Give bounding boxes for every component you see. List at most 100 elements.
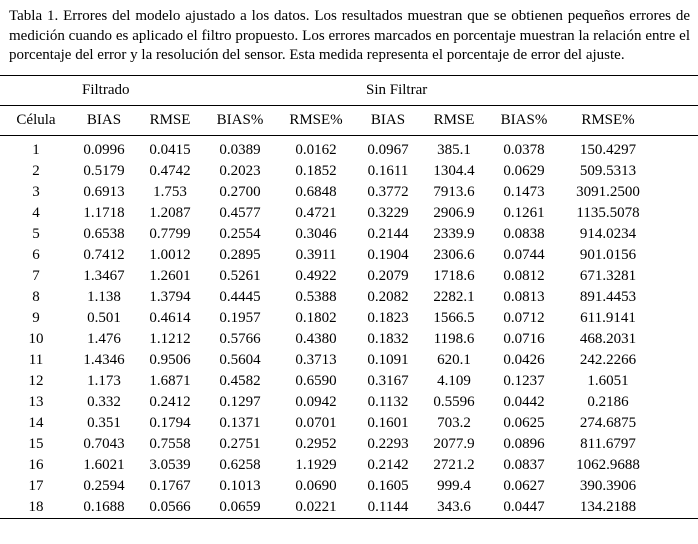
table-cell: 0.4614 xyxy=(149,309,191,326)
spacer-cell xyxy=(656,455,698,476)
table-cell: 0.7799 xyxy=(149,225,191,242)
table-cell: 0.3911 xyxy=(295,246,337,263)
table-cell: 1.2601 xyxy=(149,267,191,284)
table-cell: 0.2142 xyxy=(367,456,409,473)
table-cell: 1718.6 xyxy=(433,267,475,284)
table-row: 9 0.501 0.4614 0.1957 0.1802 0.1823 1566.5 0.07… xyxy=(0,308,698,329)
cell-celula: 2 xyxy=(32,162,40,179)
table-cell: 620.1 xyxy=(437,351,471,368)
col-header-rmsepct-filtrado: RMSE% xyxy=(276,105,356,136)
table-row: 13 0.332 0.2412 0.1297 0.0942 0.1132 0.5596 0.0… xyxy=(0,392,698,413)
table-cell: 2077.9 xyxy=(433,435,475,452)
table-cell: 1.6021 xyxy=(83,456,125,473)
table-cell: 3.0539 xyxy=(149,456,191,473)
table-cell: 0.7558 xyxy=(149,435,191,452)
table-cell: 0.0716 xyxy=(503,330,545,347)
table-cell: 0.2186 xyxy=(587,393,629,410)
spacer-cell xyxy=(656,245,698,266)
table-row: 3 0.6913 1.753 0.2700 0.6848 0.3772 7913.6 0.14… xyxy=(0,182,698,203)
errors-table: Filtrado Sin Filtrar Célula BIAS RMSE BI… xyxy=(0,74,698,519)
table-cell: 0.3046 xyxy=(295,225,337,242)
table-cell: 0.4922 xyxy=(295,267,337,284)
table-cell: 4.109 xyxy=(437,372,471,389)
table-cell: 274.6875 xyxy=(579,414,637,431)
cell-celula: 6 xyxy=(32,246,40,263)
spacer-cell xyxy=(656,308,698,329)
cell-celula: 16 xyxy=(28,456,44,473)
table-row: 7 1.3467 1.2601 0.5261 0.4922 0.2079 1718.6 0.0… xyxy=(0,266,698,287)
table-cell: 0.1767 xyxy=(149,477,191,494)
table-cell: 0.1611 xyxy=(367,162,409,179)
table-cell: 0.3167 xyxy=(367,372,409,389)
spacer-cell xyxy=(656,203,698,224)
table-cell: 0.2895 xyxy=(219,246,261,263)
table-cell: 0.1261 xyxy=(503,204,545,221)
spacer-cell xyxy=(656,371,698,392)
table-cell: 0.9506 xyxy=(149,351,191,368)
column-header-row: Célula BIAS RMSE BIAS% RMSE% BIAS RMSE B… xyxy=(0,105,698,136)
table-cell: 0.2293 xyxy=(367,435,409,452)
table-row: 2 0.5179 0.4742 0.2023 0.1852 0.1611 1304.4 0.0… xyxy=(0,161,698,182)
table-cell: 0.351 xyxy=(87,414,121,431)
table-cell: 914.0234 xyxy=(579,225,637,242)
table-cell: 0.7412 xyxy=(83,246,125,263)
table-cell: 0.1823 xyxy=(367,309,409,326)
spacer-cell xyxy=(656,182,698,203)
cell-celula: 1 xyxy=(32,141,40,158)
spacer-cell xyxy=(656,287,698,308)
table-cell: 1566.5 xyxy=(433,309,475,326)
table-cell: 0.6848 xyxy=(295,183,337,200)
table-cell: 1.1212 xyxy=(149,330,191,347)
table-cell: 0.0712 xyxy=(503,309,545,326)
empty-corner-cell xyxy=(0,75,72,106)
table-cell: 0.2952 xyxy=(295,435,337,452)
table-cell: 0.5261 xyxy=(219,267,261,284)
cell-celula: 14 xyxy=(28,414,44,431)
table-cell: 0.0566 xyxy=(149,498,191,515)
table-cell: 0.4577 xyxy=(219,204,261,221)
paper-table-page: Tabla 1. Errores del modelo ajustado a l… xyxy=(0,7,698,519)
table-cell: 390.3906 xyxy=(579,477,637,494)
group-header-row: Filtrado Sin Filtrar xyxy=(0,75,698,106)
table-row: 8 1.138 1.3794 0.4445 0.5388 0.2082 2282.1 0.08… xyxy=(0,287,698,308)
table-cell: 1.753 xyxy=(153,183,187,200)
table-cell: 242.2266 xyxy=(579,351,637,368)
col-header-bias-sinfiltrar: BIAS xyxy=(356,105,420,136)
table-cell: 1.4346 xyxy=(83,351,125,368)
table-cell: 0.5596 xyxy=(433,393,475,410)
table-cell: 0.0426 xyxy=(503,351,545,368)
table-cell: 0.2079 xyxy=(367,267,409,284)
table-cell: 0.0896 xyxy=(503,435,545,452)
spacer-cell xyxy=(656,497,698,519)
table-cell: 0.0378 xyxy=(503,141,545,158)
cell-celula: 18 xyxy=(28,498,44,515)
table-cell: 1.0012 xyxy=(149,246,191,263)
table-cell: 0.2751 xyxy=(219,435,261,452)
table-cell: 0.1091 xyxy=(367,351,409,368)
table-cell: 0.332 xyxy=(87,393,121,410)
table-cell: 999.4 xyxy=(437,477,471,494)
table-cell: 0.0389 xyxy=(219,141,261,158)
table-cell: 1.6051 xyxy=(587,372,629,389)
table-row: 5 0.6538 0.7799 0.2554 0.3046 0.2144 2339.9 0.0… xyxy=(0,224,698,245)
group-header-filtrado: Filtrado xyxy=(72,75,356,106)
table-cell: 0.1371 xyxy=(219,414,261,431)
table-cell: 0.2082 xyxy=(367,288,409,305)
table-cell: 0.1794 xyxy=(149,414,191,431)
table-row: 17 0.2594 0.1767 0.1013 0.0690 0.1605 999.4 0.0… xyxy=(0,476,698,497)
cell-celula: 9 xyxy=(32,309,40,326)
table-cell: 0.1852 xyxy=(295,162,337,179)
table-cell: 0.0996 xyxy=(83,141,125,158)
cell-celula: 12 xyxy=(28,372,44,389)
table-cell: 0.5766 xyxy=(219,330,261,347)
col-header-rmsepct-sinfiltrar: RMSE% xyxy=(560,105,657,136)
table-cell: 703.2 xyxy=(437,414,471,431)
table-cell: 1.3794 xyxy=(149,288,191,305)
table-cell: 0.501 xyxy=(87,309,121,326)
table-cell: 0.2700 xyxy=(219,183,261,200)
table-cell: 0.1144 xyxy=(367,498,409,515)
table-row: 15 0.7043 0.7558 0.2751 0.2952 0.2293 2077.9 0.… xyxy=(0,434,698,455)
spacer-cell xyxy=(656,161,698,182)
cell-celula: 3 xyxy=(32,183,40,200)
table-cell: 891.4453 xyxy=(579,288,637,305)
